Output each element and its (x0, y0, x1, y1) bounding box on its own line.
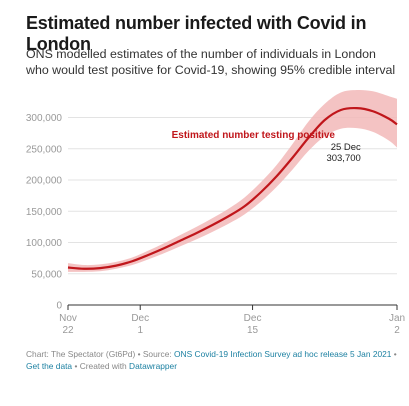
datawrapper-link[interactable]: Datawrapper (129, 361, 177, 371)
chart-footer: Chart: The Spectator (Gt6Pd) • Source: O… (26, 348, 400, 372)
y-tick-label: 300,000 (26, 113, 63, 124)
footer-credit: Chart: The Spectator (Gt6Pd) (26, 349, 136, 359)
credible-interval-band (68, 89, 397, 272)
y-tick-label: 0 (56, 301, 62, 312)
x-tick-label-month: Dec (131, 313, 149, 324)
get-data-link[interactable]: Get the data (26, 361, 73, 371)
x-tick-label-day: 15 (247, 325, 259, 336)
x-tick-label-month: Jan (389, 313, 405, 324)
y-tick-label: 250,000 (26, 144, 63, 155)
footer-created-prefix: Created with (79, 361, 127, 371)
footer-separator: • (393, 349, 397, 359)
x-tick-label-month: Nov (59, 313, 77, 324)
x-tick-label-day: 2 (394, 325, 400, 336)
y-axis: 0 50,000 100,000 150,000 200,000 250,000 300,0… (26, 113, 63, 312)
x-tick-label-day: 1 (137, 325, 143, 336)
series-annotation-label: Estimated number testing positive (172, 130, 336, 141)
estimate-line (67, 106, 398, 270)
footer-separator: • (74, 361, 80, 371)
y-tick-label: 150,000 (26, 207, 63, 218)
x-tick-label-day: 22 (62, 325, 74, 336)
footer-source-prefix: Source: (142, 349, 172, 359)
y-tick-label: 50,000 (31, 269, 62, 280)
annotation-value: 303,700 (326, 153, 360, 164)
y-tick-label: 200,000 (26, 176, 63, 187)
chart-subtitle: ONS modelled estimates of the number of … (26, 47, 396, 77)
footer-separator: • (137, 349, 143, 359)
source-link[interactable]: ONS Covid-19 Infection Survey ad hoc rel… (174, 349, 392, 359)
annotation-date: 25 Dec (331, 142, 361, 153)
chart-title: Estimated number infected with Covid in … (26, 13, 367, 54)
x-tick-label-month: Dec (244, 313, 262, 324)
y-tick-label: 100,000 (26, 238, 63, 249)
